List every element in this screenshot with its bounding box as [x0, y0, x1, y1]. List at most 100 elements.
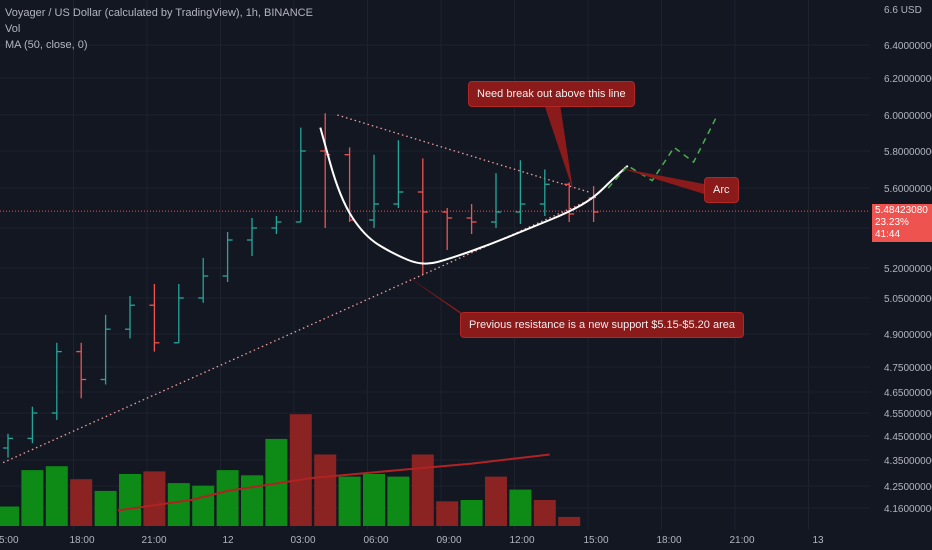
candle — [51, 342, 62, 420]
volume-bar — [338, 476, 361, 526]
time-axis: 15:00 18:00 21:00 12 03:00 06:00 09:00 12:00 15:… — [0, 535, 824, 546]
candle — [125, 296, 135, 339]
candle — [515, 160, 526, 224]
price-tick-label: 5.80000000 — [884, 147, 932, 158]
candle — [344, 147, 355, 222]
volume-indicator-label[interactable]: Vol — [5, 23, 21, 35]
price-tick-label: 5.60000000 — [884, 184, 932, 195]
chart-legend: Voyager / US Dollar (calculated by Tradi… — [5, 5, 313, 53]
support-callout[interactable]: Previous resistance is a new support $5.… — [460, 312, 744, 338]
candle — [393, 140, 404, 208]
price-change: 23.23% — [875, 217, 909, 228]
price-tick-label: 5.05000000 — [884, 294, 932, 305]
volume-bar — [143, 471, 166, 526]
volume-bar — [436, 501, 459, 526]
candle — [442, 208, 453, 250]
volume-bar — [21, 470, 44, 526]
price-tick-label: 4.16000000 — [884, 504, 932, 515]
breakout-pointer — [544, 104, 573, 190]
top-price-tick: 6.6 USD — [884, 5, 922, 16]
price-tick-label: 6.00000000 — [884, 111, 932, 122]
time-tick-label: 12:00 — [509, 535, 534, 546]
candle — [295, 127, 306, 223]
arc-pointer — [620, 168, 704, 194]
resistance-trendline — [337, 114, 589, 193]
symbol-title[interactable]: Voyager / US Dollar (calculated by Tradi… — [5, 7, 313, 19]
volume-bar — [387, 476, 410, 526]
candle — [173, 284, 184, 344]
volume-bar — [94, 490, 117, 526]
price-tick-label: 4.25000000 — [884, 482, 932, 493]
volume-bar — [558, 516, 581, 526]
volume-ma-line — [117, 453, 550, 512]
volume-bar — [509, 489, 532, 526]
volume-bar — [119, 474, 141, 526]
time-tick-label: 12 — [222, 535, 234, 546]
price-tick-label: 4.35000000 — [884, 456, 932, 467]
price-tick-label: 4.65000000 — [884, 388, 932, 399]
candle — [3, 433, 13, 458]
arc-callout[interactable]: Arc — [704, 177, 739, 203]
time-tick-label: 15:00 — [0, 535, 19, 546]
candle — [564, 182, 575, 222]
volume-bar — [45, 466, 68, 526]
time-tick-label: 18:00 — [656, 535, 681, 546]
time-tick-label: 13 — [812, 535, 824, 546]
price-tick-label: 6.20000000 — [884, 74, 932, 85]
volume-bar — [192, 485, 215, 526]
volume-bar — [0, 506, 19, 526]
ma-indicator-label[interactable]: MA (50, close, 0) — [5, 39, 88, 51]
volume-bar — [485, 476, 507, 526]
price-tick-label: 4.45000000 — [884, 432, 932, 443]
top-price-value: 6.6 — [884, 5, 898, 16]
price-tick-label: 4.55000000 — [884, 409, 932, 420]
volume-bars — [0, 414, 581, 526]
candle — [149, 284, 160, 352]
volume-bar — [533, 500, 556, 526]
candle — [466, 204, 477, 234]
price-tick-label: 5.20000000 — [884, 264, 932, 275]
price-tick-label: 4.75000000 — [884, 363, 932, 374]
time-tick-label: 21:00 — [141, 535, 166, 546]
time-tick-label: 06:00 — [363, 535, 388, 546]
time-tick-label: 21:00 — [729, 535, 754, 546]
volume-bar — [265, 438, 288, 526]
volume-bar — [167, 483, 190, 526]
candle — [491, 173, 501, 228]
candle — [369, 154, 379, 228]
volume-bar — [314, 454, 337, 526]
candle — [27, 406, 38, 444]
volume-bar — [70, 479, 93, 526]
rounding-arc — [319, 127, 629, 265]
volume-bar — [460, 500, 483, 526]
time-tick-label: 15:00 — [583, 535, 608, 546]
currency-unit: USD — [900, 5, 922, 16]
breakout-callout[interactable]: Need break out above this line — [468, 81, 635, 107]
price-tick-label: 4.90000000 — [884, 330, 932, 341]
volume-bar — [289, 414, 312, 526]
price-axis: 6.40000000 6.20000000 6.00000000 5.80000000… — [884, 41, 932, 515]
candle — [417, 158, 428, 274]
volume-bar — [411, 454, 434, 526]
time-tick-label: 18:00 — [69, 535, 94, 546]
projected-path — [607, 118, 717, 189]
bar-countdown: 41:44 — [875, 229, 901, 240]
candle — [588, 186, 599, 222]
candle — [76, 342, 87, 399]
volume-bar — [241, 475, 263, 526]
support-pointer — [404, 274, 472, 322]
price-tick-label: 6.40000000 — [884, 41, 932, 52]
candle — [271, 216, 282, 234]
volume-bar — [216, 470, 239, 526]
candle — [222, 232, 233, 282]
candles — [3, 113, 599, 458]
volume-bar — [363, 474, 385, 526]
candle — [539, 169, 550, 216]
support-trendline — [2, 195, 599, 464]
candle — [247, 218, 257, 256]
time-tick-label: 09:00 — [436, 535, 461, 546]
candle — [100, 314, 111, 385]
time-tick-label: 03:00 — [290, 535, 315, 546]
callout-pointers — [404, 104, 704, 322]
